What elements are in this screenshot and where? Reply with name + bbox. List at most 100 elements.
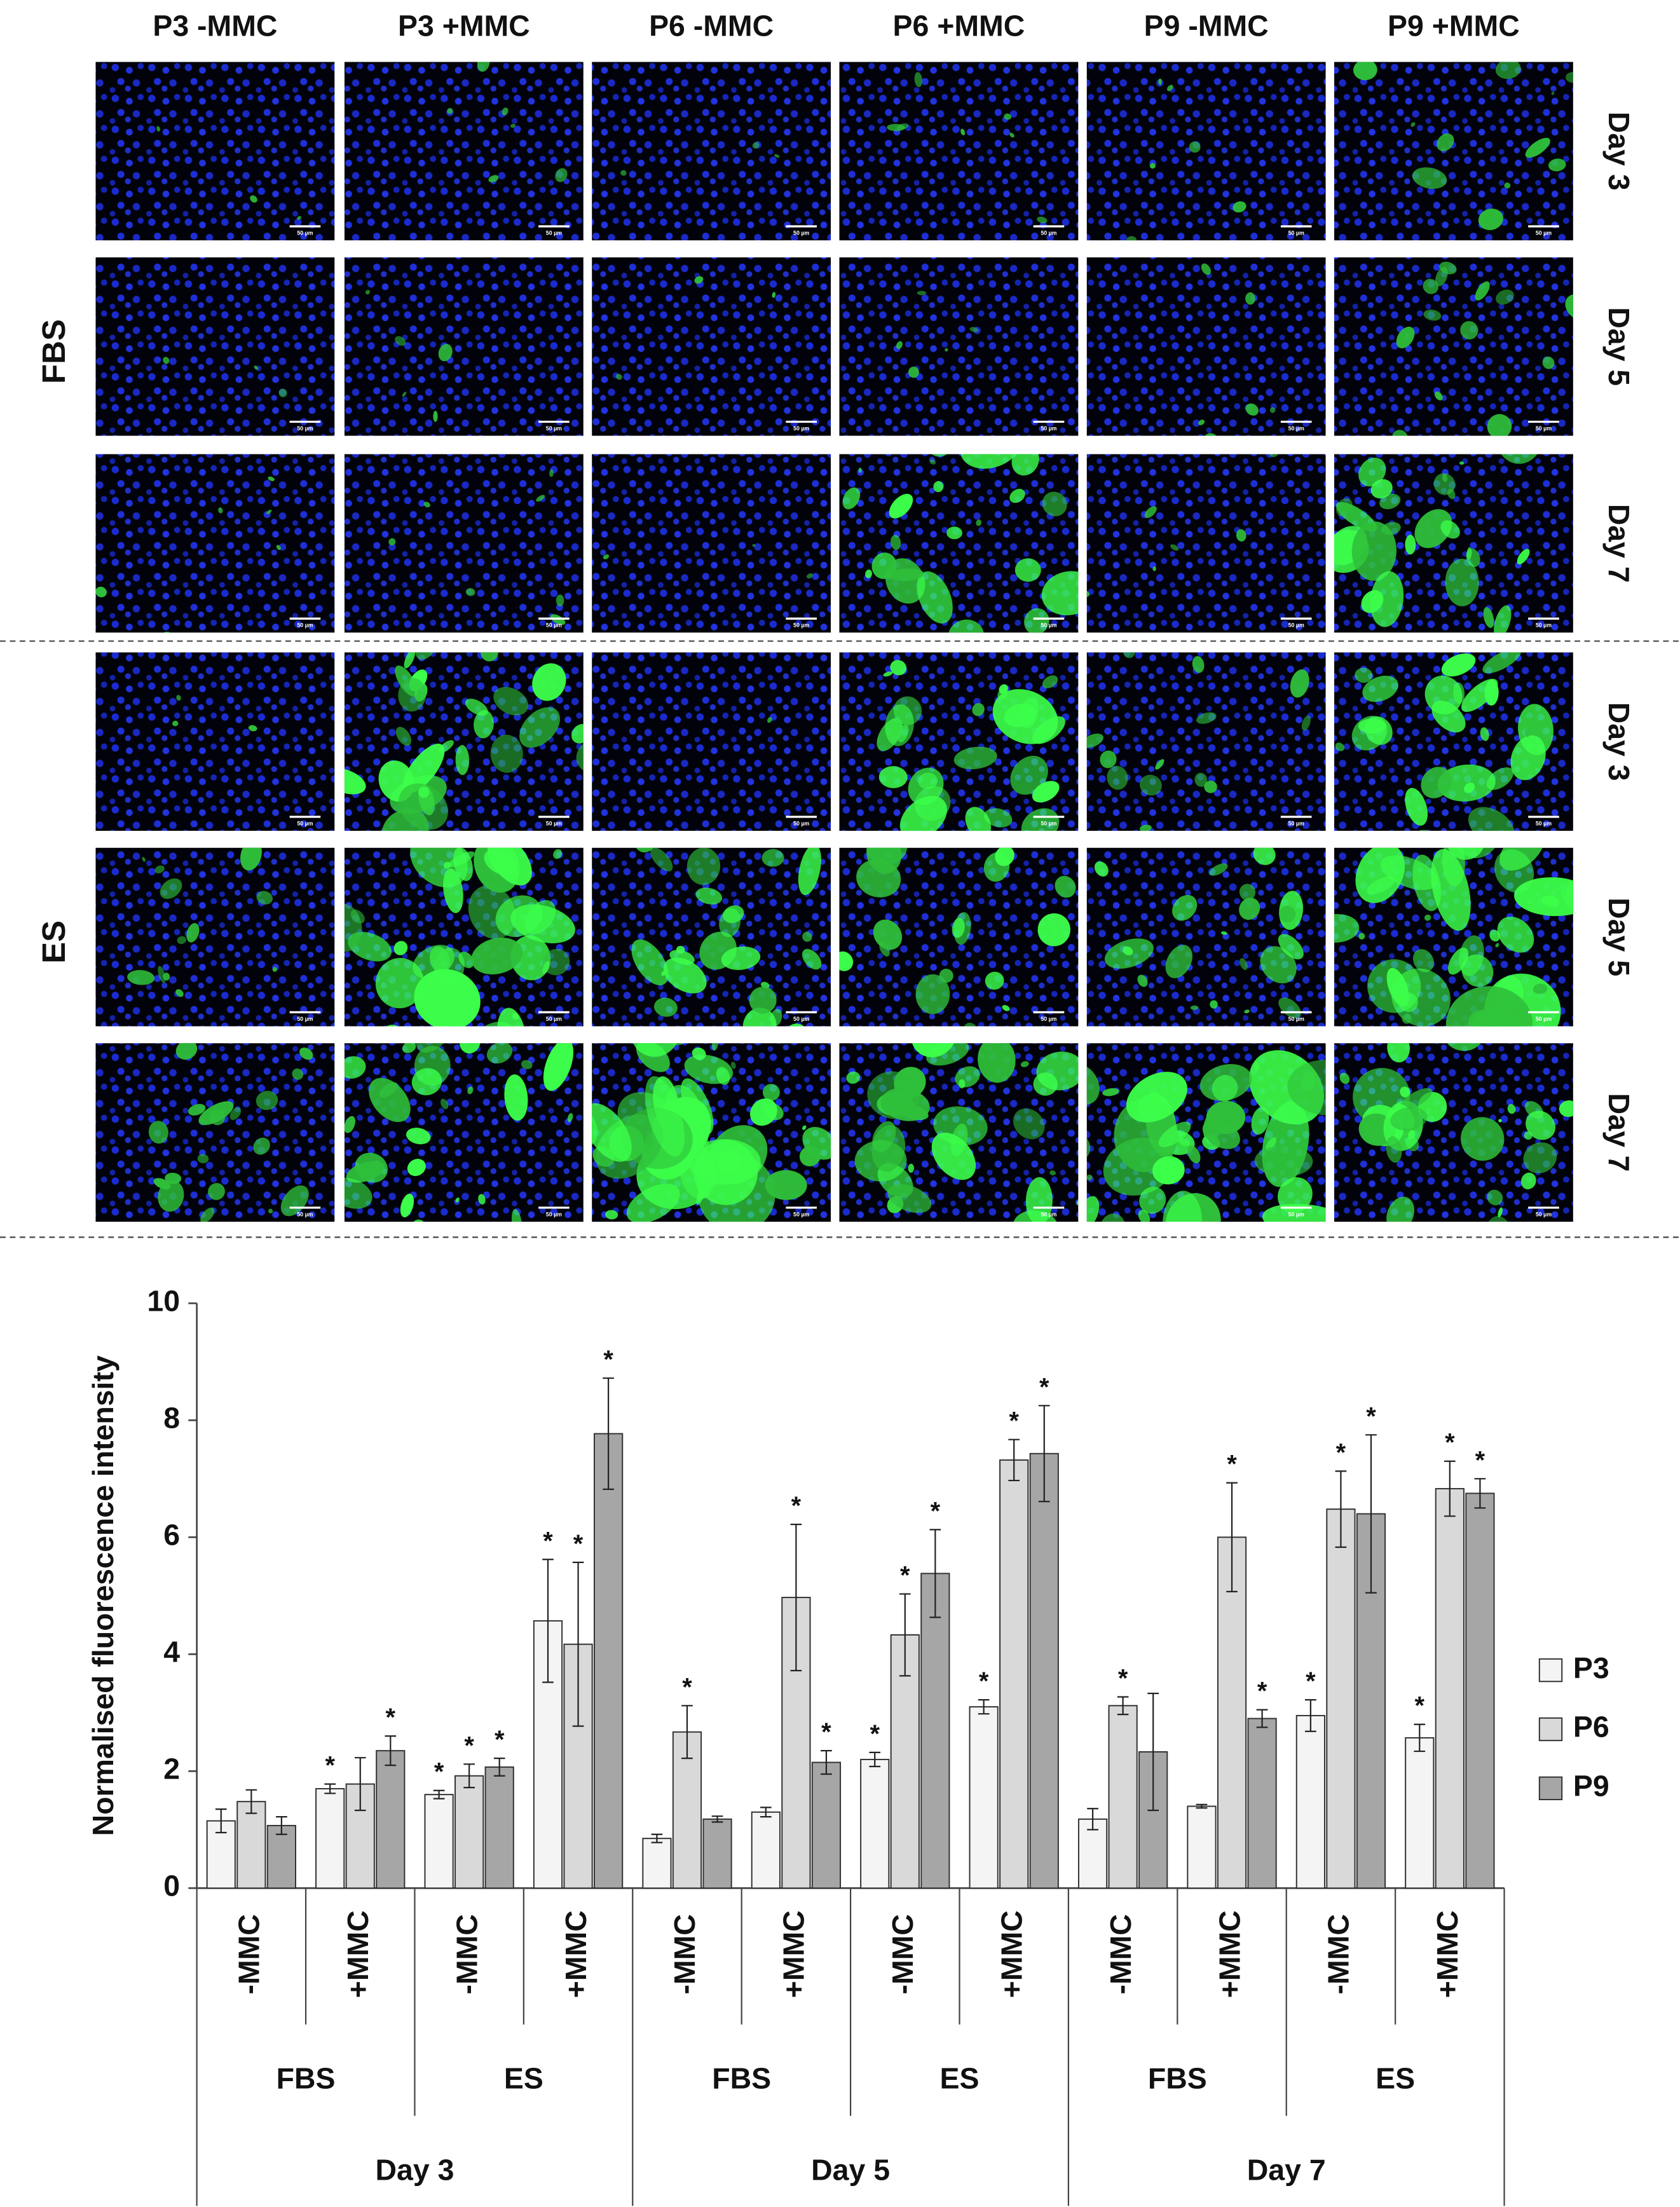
- fluorescence: [1441, 653, 1476, 677]
- fluorescence: [1014, 558, 1041, 582]
- fluorescence: [1495, 943, 1499, 948]
- legend-swatch: [1538, 1717, 1563, 1742]
- fluorescence: [1024, 608, 1049, 633]
- fluorescence: [176, 695, 181, 701]
- fluorescence: [567, 1113, 573, 1123]
- fluorescence: [1239, 884, 1256, 901]
- fluorescence: [1206, 1100, 1246, 1135]
- scale-bar-label: 50 µm: [1288, 425, 1304, 432]
- significance-label: *: [821, 1718, 831, 1746]
- fluorescence: [1137, 974, 1148, 987]
- fluorescence: [1461, 954, 1494, 987]
- fluorescence: [867, 1071, 920, 1119]
- x-tick-label: -MMC: [668, 1914, 701, 1994]
- fluorescence: [888, 568, 924, 582]
- micrograph-background: [95, 62, 335, 241]
- fluorescence: [1004, 113, 1012, 120]
- fluorescence: [297, 215, 301, 220]
- fluorescence: [1423, 310, 1442, 321]
- row-label: Day 3: [1602, 702, 1636, 781]
- fluorescence: [1196, 712, 1217, 724]
- fluorescence: [156, 126, 160, 132]
- fluorescence: [1011, 454, 1039, 476]
- fluorescence: [471, 938, 523, 974]
- fluorescence: [502, 107, 509, 116]
- bar: [860, 1758, 890, 1889]
- fluorescence: [1475, 281, 1490, 301]
- fluorescence: [1391, 968, 1451, 1027]
- fluorescence: [1414, 509, 1452, 549]
- fluorescence: [1138, 1210, 1151, 1222]
- bar: [1405, 1737, 1435, 1889]
- micrograph-background: [839, 62, 1079, 241]
- fluorescence: [946, 526, 962, 540]
- fluorescence: [1379, 493, 1401, 510]
- scale-bar-label: 50 µm: [546, 820, 562, 826]
- fluorescence: [1421, 767, 1452, 798]
- micrograph: [1334, 652, 1573, 831]
- fluorescence: [553, 849, 563, 859]
- micrograph-background: [1086, 652, 1326, 831]
- x-tick-label: +MMC: [995, 1910, 1028, 1998]
- bar: [266, 1824, 297, 1889]
- micrograph: [839, 62, 1079, 241]
- x-tick-label: +MMC: [1213, 1910, 1246, 1998]
- fluorescence: [1036, 1051, 1079, 1091]
- fluorescence: [158, 1180, 184, 1212]
- fluorescence: [1523, 1142, 1557, 1173]
- fluorescence: [1464, 782, 1475, 793]
- x-tick-label: +MMC: [1431, 1910, 1464, 1998]
- fluorescence: [883, 671, 893, 677]
- fluorescence: [1390, 1107, 1428, 1131]
- bar: [454, 1775, 484, 1889]
- fluorescence: [1233, 201, 1246, 213]
- fluorescence: [459, 1043, 481, 1054]
- fluorescence: [1189, 141, 1201, 153]
- fluorescence: [879, 941, 890, 957]
- scale-bar-label: 50 µm: [1041, 1211, 1056, 1217]
- fluorescence: [972, 703, 985, 716]
- significance-label: *: [1445, 1429, 1455, 1457]
- fluorescence: [465, 588, 475, 596]
- fluorescence: [918, 772, 938, 789]
- scale-bar-label: 50 µm: [1288, 622, 1304, 629]
- fluorescence: [463, 243, 470, 253]
- fluorescence: [1494, 605, 1512, 633]
- fluorescence: [173, 435, 189, 453]
- fluorescence: [1254, 1145, 1313, 1177]
- fluorescence: [1217, 247, 1228, 257]
- bar: [315, 1787, 345, 1889]
- bar: [1029, 1452, 1059, 1889]
- fluorescence: [1525, 729, 1530, 737]
- fluorescence: [1405, 788, 1428, 826]
- fluorescence: [953, 746, 997, 770]
- micrograph: [95, 847, 335, 1027]
- fluorescence: [172, 720, 179, 727]
- fluorescence: [1240, 958, 1248, 970]
- scale-bar-label: 50 µm: [1536, 820, 1552, 826]
- significance-label: *: [979, 1667, 989, 1695]
- fluorescence: [680, 1152, 714, 1199]
- micrograph: [839, 454, 1079, 633]
- fluorescence: [1335, 742, 1345, 751]
- fluorescence: [1055, 875, 1076, 898]
- bar: [890, 1634, 920, 1889]
- bar: [594, 1433, 624, 1889]
- fluorescence: [1453, 682, 1465, 704]
- fluorescence: [798, 847, 821, 896]
- bar: [920, 1573, 950, 1889]
- fluorescence: [1334, 913, 1360, 943]
- fluorescence: [1412, 949, 1434, 973]
- fluorescence: [1198, 420, 1205, 425]
- fluorescence: [1576, 526, 1592, 542]
- significance-label: *: [543, 1527, 553, 1555]
- fluorescence: [1204, 781, 1217, 793]
- fluorescence: [272, 967, 277, 972]
- fluorescence: [1398, 992, 1418, 1013]
- fluorescence: [1494, 849, 1534, 893]
- fluorescence: [200, 1207, 215, 1222]
- fluorescence: [1190, 1005, 1199, 1010]
- fluorescence: [496, 1008, 526, 1027]
- fluorescence: [458, 952, 474, 968]
- fluorescence: [267, 1224, 299, 1246]
